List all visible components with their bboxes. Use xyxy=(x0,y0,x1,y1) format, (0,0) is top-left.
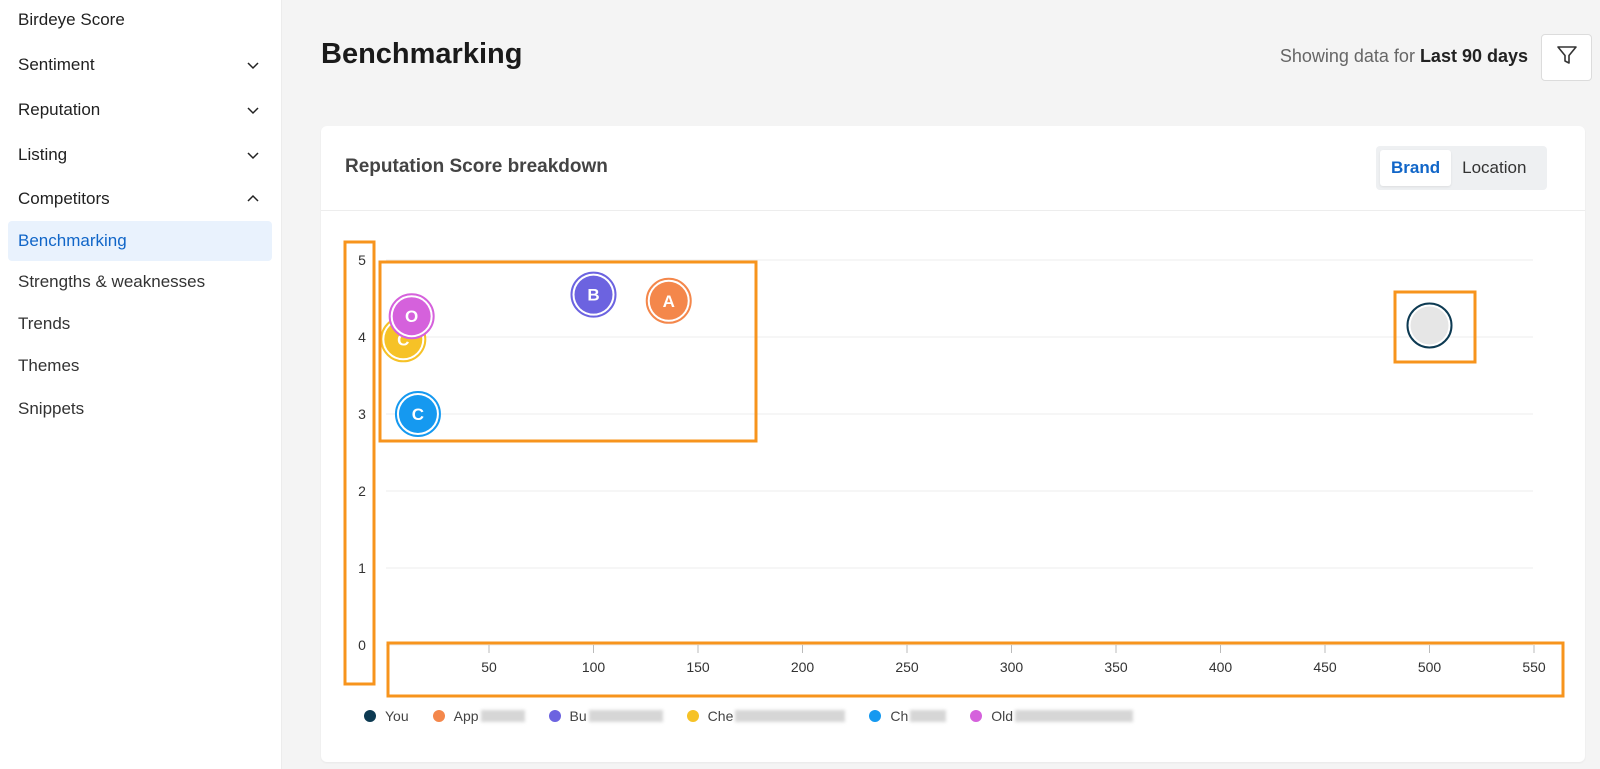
sidebar-item-reputation[interactable]: Reputation xyxy=(8,90,272,130)
chevron-down-icon xyxy=(244,101,262,119)
chevron-down-icon xyxy=(244,146,262,164)
sidebar-item-label: Themes xyxy=(18,356,80,375)
legend-label: You xyxy=(385,708,409,724)
chevron-up-icon xyxy=(244,190,262,208)
legend-item[interactable]: Old xyxy=(970,708,1134,724)
sidebar-item-label: Birdeye Score xyxy=(18,10,125,29)
card-title: Reputation Score breakdown xyxy=(345,156,608,177)
point-marker xyxy=(398,395,437,433)
redacted-text xyxy=(588,710,663,722)
y-tick-label: 5 xyxy=(358,252,366,268)
x-tick-label: 300 xyxy=(1000,659,1024,675)
point-label: O xyxy=(405,307,418,326)
redacted-text xyxy=(910,710,947,722)
x-tick-label: 500 xyxy=(1418,659,1442,675)
page-title: Benchmarking xyxy=(321,38,523,70)
filter-button[interactable] xyxy=(1541,34,1592,81)
sidebar-item-label: Snippets xyxy=(18,399,85,418)
point-label: B xyxy=(587,286,599,305)
legend-item[interactable]: App xyxy=(432,708,525,724)
sidebar-item-label: Competitors xyxy=(18,189,110,208)
point-marker xyxy=(1410,306,1449,345)
sidebar-item-competitors[interactable]: Competitors xyxy=(8,179,272,219)
sidebar-item-label: Reputation xyxy=(18,100,101,119)
sidebar-item-listing[interactable]: Listing xyxy=(8,135,272,175)
date-range-prefix: Showing data for xyxy=(1279,46,1420,66)
y-axis-highlight-box xyxy=(343,240,376,686)
sidebar-item-themes[interactable]: Themes xyxy=(8,346,272,386)
legend-item[interactable]: Che xyxy=(686,708,846,724)
y-tick-label: 2 xyxy=(358,483,366,499)
date-range-value: Last 90 days xyxy=(1419,46,1528,66)
legend-item[interactable]: Bu xyxy=(548,708,663,724)
sidebar-item-strengths-weaknesses[interactable]: Strengths & weaknesses xyxy=(8,262,272,302)
sidebar-item-label: Strengths & weaknesses xyxy=(18,272,206,291)
legend-label: Ch xyxy=(890,708,909,724)
redacted-text xyxy=(480,710,525,722)
scatter-point[interactable]: A xyxy=(645,277,692,324)
sidebar-item-label: Listing xyxy=(18,145,68,164)
scatter-point[interactable]: B xyxy=(570,271,617,318)
legend-item[interactable]: Ch xyxy=(869,708,947,724)
x-axis-highlight-box xyxy=(386,641,1565,698)
x-tick-label: 200 xyxy=(791,659,815,675)
y-tick-label: 0 xyxy=(358,637,366,653)
toggle-location[interactable]: Location xyxy=(1462,158,1527,177)
legend-dot xyxy=(686,710,699,722)
point-marker xyxy=(574,275,613,314)
legend-dot xyxy=(548,710,561,722)
legend-dot xyxy=(970,710,983,722)
x-tick-label: 150 xyxy=(686,659,710,675)
sidebar-item-label: Trends xyxy=(18,314,71,333)
point-label: A xyxy=(663,292,675,311)
legend-dot xyxy=(364,710,376,722)
brand-location-toggle: Brand Location xyxy=(1376,146,1547,190)
sidebar-item-birdeye-score[interactable]: Birdeye Score xyxy=(8,0,272,40)
x-tick-label: 100 xyxy=(582,659,606,675)
y-tick-label: 3 xyxy=(358,406,366,422)
x-tick-label: 350 xyxy=(1104,659,1128,675)
filter-icon xyxy=(1556,44,1578,71)
sidebar-item-label: Sentiment xyxy=(18,55,95,74)
sidebar: Birdeye Score Sentiment Reputation Listi… xyxy=(0,0,282,769)
sidebar-item-trends[interactable]: Trends xyxy=(8,304,272,344)
x-tick-label: 550 xyxy=(1522,659,1546,675)
sidebar-item-sentiment[interactable]: Sentiment xyxy=(8,45,272,85)
scatter-point[interactable]: C xyxy=(394,391,441,437)
legend-label: Bu xyxy=(569,708,587,724)
point-marker xyxy=(392,297,431,336)
point-label: C xyxy=(412,405,424,424)
toggle-brand[interactable]: Brand xyxy=(1380,150,1452,186)
date-range-text: Showing data for Last 90 days xyxy=(1280,46,1528,67)
y-tick-label: 1 xyxy=(358,560,366,576)
card-header: Reputation Score breakdown Brand Locatio… xyxy=(321,126,1585,211)
legend-dot xyxy=(432,710,445,722)
y-tick-label: 4 xyxy=(358,329,366,345)
legend-item[interactable]: You xyxy=(364,708,409,724)
reputation-score-card: Reputation Score breakdown Brand Locatio… xyxy=(321,126,1585,762)
chevron-down-icon xyxy=(244,56,262,74)
sidebar-item-label: Benchmarking xyxy=(18,231,127,250)
legend-label: Che xyxy=(707,708,734,724)
scatter-point[interactable] xyxy=(1406,302,1453,349)
x-tick-label: 50 xyxy=(481,659,497,675)
you-point-highlight-box xyxy=(1393,290,1477,364)
scatter-point[interactable]: O xyxy=(388,293,435,340)
x-tick-label: 450 xyxy=(1313,659,1337,675)
x-tick-label: 250 xyxy=(895,659,919,675)
redacted-text xyxy=(1015,710,1134,722)
legend-label: Old xyxy=(991,708,1014,724)
sidebar-item-benchmarking[interactable]: Benchmarking xyxy=(8,221,272,261)
legend-label: App xyxy=(453,708,479,724)
sidebar-item-snippets[interactable]: Snippets xyxy=(8,389,272,429)
chart-legend: You App Bu Che Ch Old xyxy=(364,708,1157,724)
x-tick-label: 400 xyxy=(1209,659,1233,675)
point-marker xyxy=(649,281,688,320)
redacted-text xyxy=(735,710,846,722)
competitor-cluster-highlight-box xyxy=(378,260,758,443)
legend-dot xyxy=(869,710,882,722)
